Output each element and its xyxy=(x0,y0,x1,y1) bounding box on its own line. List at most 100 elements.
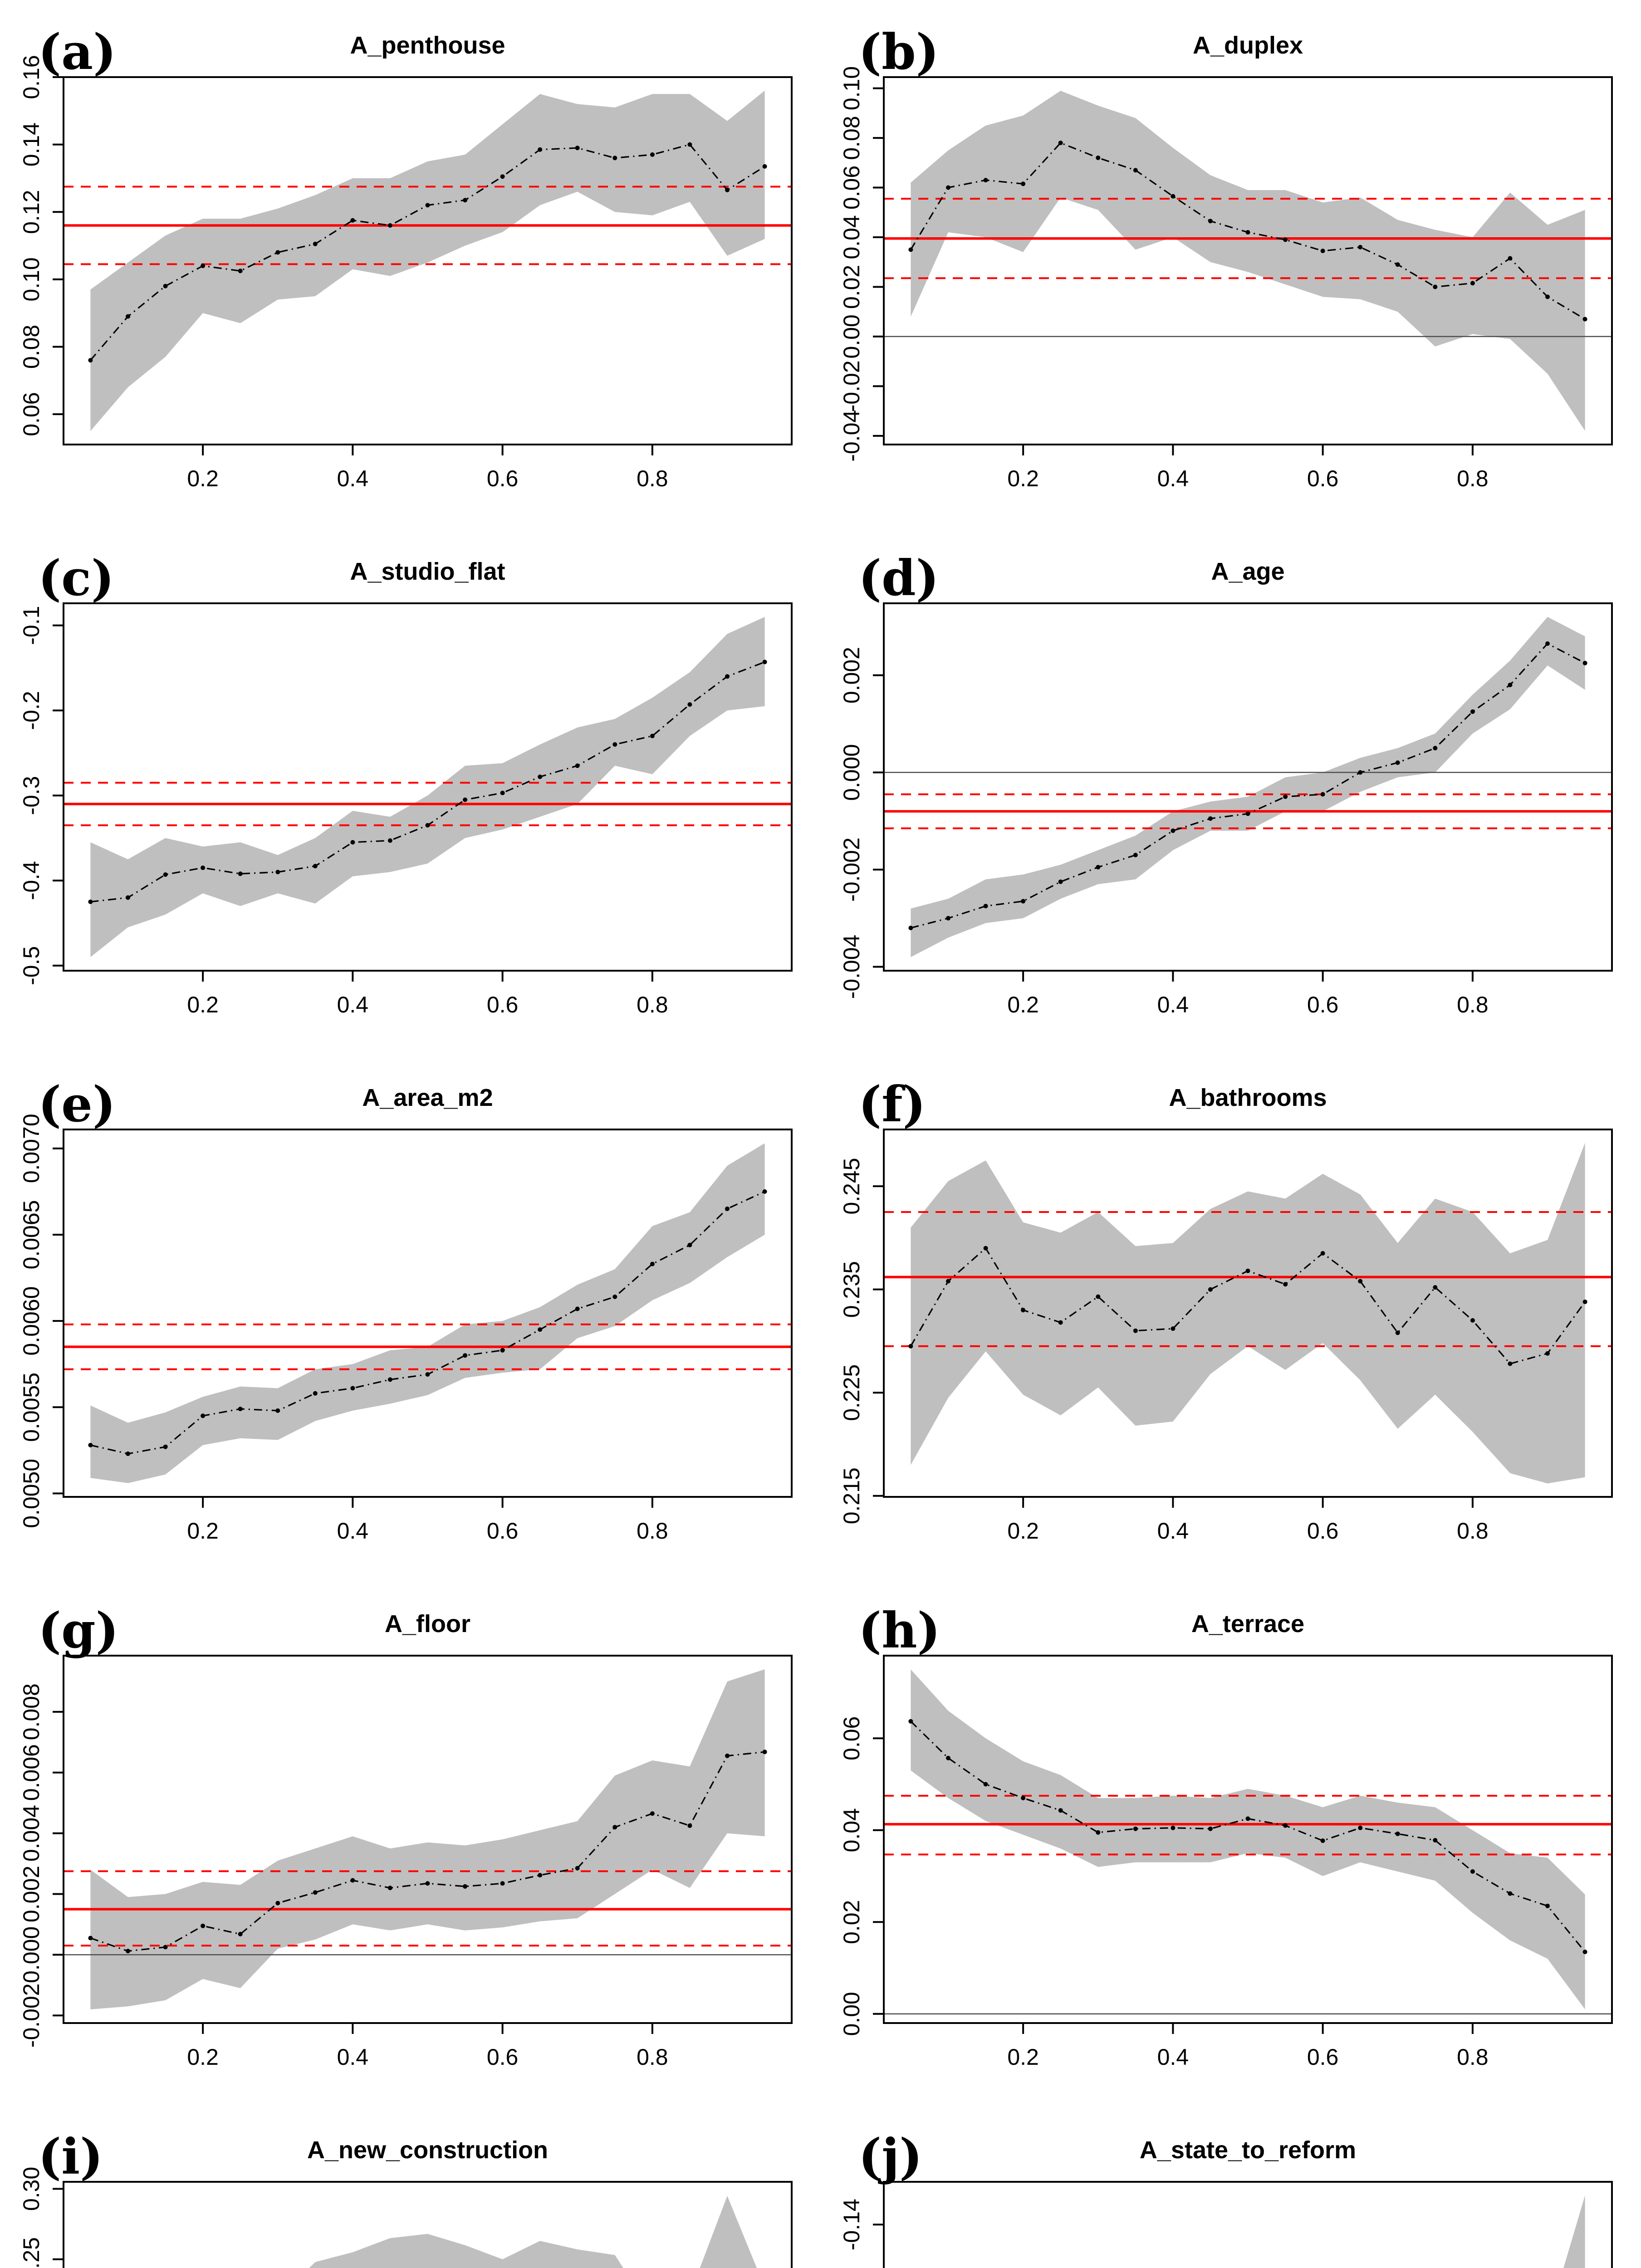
confidence-band xyxy=(911,617,1585,957)
confidence-band xyxy=(911,1669,1585,2009)
estimate-point xyxy=(1021,899,1026,904)
y-tick-label: 0.0050 xyxy=(19,1459,44,1528)
panel-title: A_age xyxy=(1211,558,1284,585)
x-tick-label: 0.2 xyxy=(187,992,219,1017)
panel-title: A_floor xyxy=(385,1610,470,1637)
estimate-point xyxy=(908,1344,913,1349)
estimate-point xyxy=(1058,1808,1063,1813)
estimate-point xyxy=(908,925,913,930)
panel-letter-label: (e) xyxy=(38,1076,116,1133)
y-tick-label: -0.02 xyxy=(839,360,864,412)
panel-a: 0.2 0.4 0.6 0.8 0.06 0.08 0.10 0.12 0.14 0.16 A_pe… xyxy=(19,24,793,491)
panel-title: A_penthouse xyxy=(350,32,505,59)
estimate-point xyxy=(1133,1328,1138,1333)
x-tick-label: 0.6 xyxy=(1307,2044,1339,2070)
estimate-point xyxy=(201,1413,206,1418)
estimate-point xyxy=(1283,237,1288,242)
estimate-point xyxy=(1133,1826,1138,1831)
estimate-point xyxy=(1395,1831,1400,1836)
estimate-point xyxy=(163,1444,168,1449)
y-tick-label: 0.00 xyxy=(839,314,864,358)
estimate-point xyxy=(1582,1950,1587,1955)
x-tick-label: 0.6 xyxy=(1307,1518,1339,1544)
estimate-point xyxy=(1021,1795,1026,1800)
plot-box xyxy=(883,76,1613,445)
estimate-point xyxy=(500,174,505,179)
y-tick-label: -0.004 xyxy=(839,935,864,999)
estimate-point xyxy=(1358,1279,1363,1284)
estimate-point xyxy=(238,871,243,876)
panel-f: 0.2 0.4 0.6 0.8 0.215 0.225 0.235 0.245 A_bathro… xyxy=(839,1076,1613,1544)
panel-title: A_bathrooms xyxy=(1169,1084,1327,1111)
estimate-point xyxy=(612,742,617,747)
y-tick-label: 0.0060 xyxy=(19,1286,44,1356)
estimate-point xyxy=(650,1811,655,1816)
estimate-point xyxy=(238,1407,243,1412)
panel-title: A_terrace xyxy=(1191,1610,1304,1637)
estimate-point xyxy=(126,1949,130,1954)
panel-title: A_state_to_reform xyxy=(1140,2136,1356,2164)
confidence-band xyxy=(911,1143,1585,1484)
estimate-point xyxy=(387,1377,392,1382)
estimate-point xyxy=(946,1755,950,1760)
estimate-point xyxy=(612,1294,617,1299)
estimate-point xyxy=(387,1886,392,1891)
x-tick-label: 0.6 xyxy=(1307,992,1339,1017)
estimate-point xyxy=(725,674,730,679)
estimate-point xyxy=(687,1242,692,1247)
x-tick-label: 0.8 xyxy=(1457,1518,1489,1544)
y-tick-label: 0.008 xyxy=(19,1683,44,1740)
y-tick-label: 0.02 xyxy=(839,1900,864,1944)
estimate-point xyxy=(275,250,280,255)
y-tick-label: 0.235 xyxy=(839,1261,864,1318)
estimate-point xyxy=(1470,281,1475,286)
panel-i: 0.20.40.60.80.050.100.150.200.250.30A_ne… xyxy=(19,2128,793,2268)
panel-letter-label: (h) xyxy=(858,1602,941,1659)
estimate-point xyxy=(387,223,392,228)
x-tick-label: 0.4 xyxy=(1157,1518,1189,1544)
estimate-point xyxy=(1433,284,1438,289)
estimate-point xyxy=(463,198,468,203)
x-tick-label: 0.8 xyxy=(637,1518,668,1544)
estimate-point xyxy=(983,178,988,183)
estimate-point xyxy=(983,1246,988,1251)
estimate-point xyxy=(687,1823,692,1828)
estimate-point xyxy=(1320,1251,1325,1256)
estimate-point xyxy=(1545,1903,1550,1908)
y-tick-label: 0.225 xyxy=(839,1364,864,1421)
plot-box xyxy=(883,1655,1613,2024)
panel-title: A_duplex xyxy=(1193,32,1303,59)
estimate-point xyxy=(1358,770,1363,775)
y-tick-label: -0.002 xyxy=(19,1983,44,2048)
estimate-point xyxy=(946,1279,950,1284)
panel-letter-label: (f) xyxy=(858,1076,926,1133)
x-tick-label: 0.2 xyxy=(1007,2044,1039,2070)
x-tick-label: 0.2 xyxy=(187,2044,219,2070)
estimate-point xyxy=(946,916,950,921)
y-tick-label: 0.10 xyxy=(19,257,44,301)
estimate-point xyxy=(1582,660,1587,665)
estimate-point xyxy=(1320,1838,1325,1843)
y-tick-label: 0.04 xyxy=(839,1808,864,1852)
estimate-point xyxy=(612,1825,617,1830)
estimate-point xyxy=(983,1782,988,1787)
estimate-point xyxy=(313,241,318,246)
estimate-point xyxy=(88,899,93,904)
estimate-point xyxy=(350,1386,355,1391)
x-tick-label: 0.8 xyxy=(637,466,668,491)
estimate-point xyxy=(1395,760,1400,765)
estimate-point xyxy=(238,1931,243,1936)
confidence-band xyxy=(90,90,765,431)
x-tick-label: 0.2 xyxy=(1007,466,1039,491)
estimate-point xyxy=(126,1451,130,1456)
y-tick-label: 0.25 xyxy=(19,2237,44,2268)
estimate-point xyxy=(1058,1320,1063,1325)
estimate-point xyxy=(1245,1816,1250,1821)
estimate-point xyxy=(1096,155,1101,160)
y-tick-label: 0.0055 xyxy=(19,1373,44,1442)
panel-letter-label: (a) xyxy=(38,24,116,81)
estimate-point xyxy=(1395,262,1400,267)
